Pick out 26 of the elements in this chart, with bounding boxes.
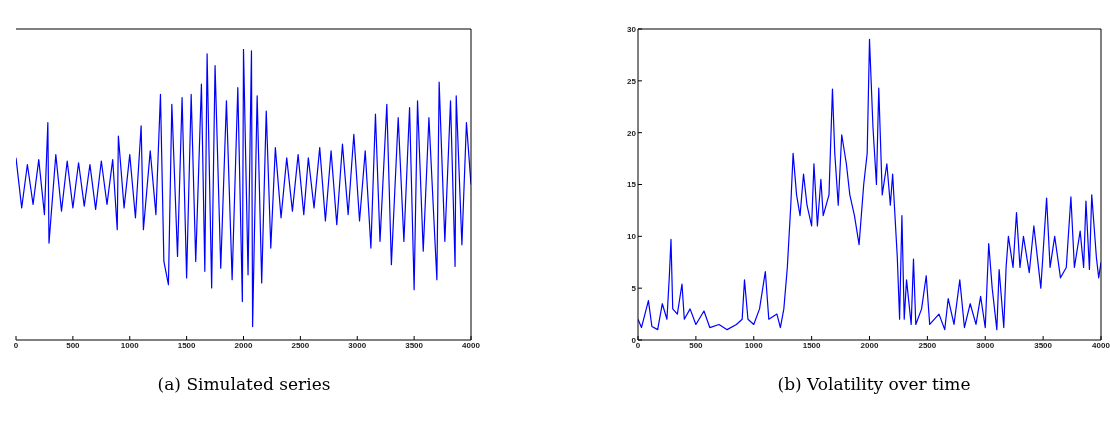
text: (b) Volatility over time	[776, 374, 972, 394]
x-tick-label: 3000	[348, 340, 367, 350]
x-tick-label: 1500	[177, 340, 197, 350]
x-tick-label: 500	[689, 340, 704, 350]
y-tick-label: 10	[627, 232, 637, 242]
x-tick-label: 3500	[405, 340, 424, 350]
x-tick-label: 1000	[120, 340, 140, 350]
x-tick-label: 4000	[1092, 340, 1110, 350]
y-tick-label: 15	[627, 180, 637, 190]
x-tick-label: 2500	[291, 340, 310, 350]
y-tick-label: 30	[627, 24, 637, 34]
x-tick-label: 3500	[1034, 340, 1053, 350]
y-tick-label: 25	[627, 76, 637, 86]
x-tick-label: 4000	[462, 340, 481, 350]
x-tick-label: 2000	[234, 340, 253, 350]
y-tick-label: 20	[627, 128, 637, 138]
x-tick-label: 1000	[744, 340, 764, 350]
line-series	[638, 38, 1101, 331]
x-tick-label: 2000	[860, 340, 879, 350]
x-tick-label: 2500	[918, 340, 937, 350]
text: (a) Simulated series	[156, 374, 332, 394]
x-tick-label: 0	[13, 340, 19, 350]
x-tick-label: 3000	[976, 340, 995, 350]
x-tick-label: 1500	[802, 340, 822, 350]
x-tick-label: 500	[66, 340, 81, 350]
y-tick-label: 5	[631, 284, 637, 294]
